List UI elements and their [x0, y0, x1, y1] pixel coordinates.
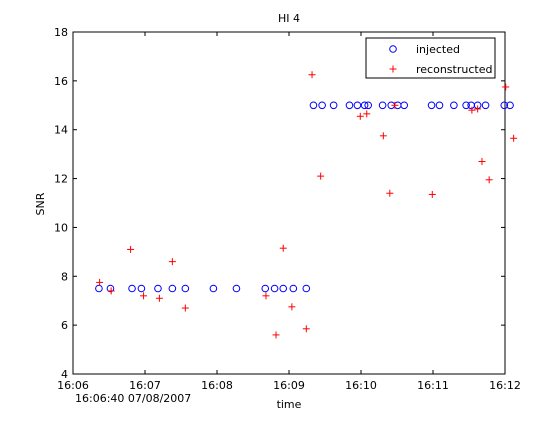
chart-title: HI 4 — [278, 12, 300, 25]
injected-point — [106, 284, 115, 293]
injected-point — [500, 101, 509, 110]
injected-point — [506, 101, 514, 110]
y-tick-label: 10 — [54, 221, 68, 234]
y-tick-label: 16 — [54, 75, 68, 88]
x-tick-label: 16:11 — [417, 379, 449, 392]
series-injected — [95, 101, 514, 293]
reconstructed-point — [510, 134, 518, 142]
injected-point — [364, 101, 373, 110]
x-tick-label: 16:09 — [273, 379, 305, 392]
y-tick-label: 6 — [61, 319, 68, 332]
injected-point — [289, 284, 298, 293]
reconstructed-point — [181, 304, 189, 312]
legend-label: injected — [416, 43, 460, 56]
injected-point — [427, 101, 436, 110]
injected-point — [181, 284, 190, 293]
reconstructed-point — [478, 157, 486, 165]
legend-marker-reconstructed — [389, 65, 397, 73]
legend-marker-injected — [389, 45, 397, 53]
axes-frame — [72, 31, 506, 375]
reconstructed-point — [127, 245, 135, 253]
injected-point — [481, 101, 490, 110]
injected-point — [137, 284, 146, 293]
reconstructed-point — [262, 292, 270, 300]
y-axis-label: SNR — [34, 192, 47, 215]
injected-point — [318, 101, 326, 110]
legend-item-injected: injected — [389, 43, 460, 56]
injected-point — [450, 101, 458, 110]
reconstructed-point — [428, 190, 436, 198]
plot-area — [95, 41, 518, 339]
x-tick-label: 16:08 — [201, 379, 233, 392]
reconstructed-point — [107, 287, 115, 295]
x-tick-label: 16:10 — [345, 379, 377, 392]
injected-point — [360, 101, 369, 110]
reconstructed-point — [391, 101, 399, 109]
y-tick-label: 4 — [61, 368, 68, 381]
reconstructed-point — [386, 189, 394, 197]
injected-point — [378, 101, 387, 110]
x-tick-label: 16:12 — [489, 379, 521, 392]
injected-point — [279, 284, 288, 293]
reconstructed-point — [140, 292, 148, 300]
injected-point — [309, 101, 318, 110]
injected-point — [154, 284, 162, 293]
date-annotation: 16:06:40 07/08/2007 — [75, 392, 191, 405]
reconstructed-point — [502, 83, 510, 91]
injected-point — [345, 101, 354, 110]
y-tick-label: 8 — [61, 270, 68, 283]
injected-point — [353, 101, 362, 110]
reconstructed-point — [272, 331, 280, 339]
y-tick-label: 12 — [54, 173, 68, 186]
injected-point — [270, 284, 279, 293]
y-axis: 4 6 8 10 12 14 16 18 — [54, 26, 505, 381]
injected-point — [435, 101, 444, 110]
x-axis: 16:06 16:07 16:08 16:09 16:10 16:11 16:12 — [57, 32, 521, 392]
reconstructed-point — [474, 105, 482, 113]
injected-point — [232, 284, 241, 293]
reconstructed-point — [288, 303, 296, 311]
injected-point — [302, 284, 311, 293]
reconstructed-point — [155, 294, 163, 302]
reconstructed-point — [363, 110, 371, 118]
legend-item-reconstructed: reconstructed — [389, 63, 492, 76]
reconstructed-point — [308, 71, 316, 79]
injected-point — [168, 284, 177, 293]
reconstructed-point — [279, 244, 287, 252]
reconstructed-point — [96, 278, 104, 286]
series-reconstructed — [96, 41, 518, 339]
injected-point — [209, 284, 218, 293]
x-tick-label: 16:07 — [129, 379, 161, 392]
legend-label: reconstructed — [416, 63, 492, 76]
reconstructed-point — [485, 176, 493, 184]
x-tick-label: 16:06 — [57, 379, 89, 392]
legend-box — [365, 37, 496, 79]
injected-point — [329, 101, 338, 110]
y-tick-label: 14 — [54, 124, 68, 137]
y-tick-label: 18 — [54, 26, 68, 39]
reconstructed-point — [356, 112, 364, 120]
injected-point — [261, 284, 270, 293]
reconstructed-point — [379, 132, 387, 140]
reconstructed-point — [168, 258, 176, 266]
plot-frame — [72, 31, 506, 375]
reconstructed-point — [468, 106, 476, 114]
legend: injected reconstructed — [365, 37, 496, 79]
injected-point — [462, 101, 470, 110]
reconstructed-point — [302, 325, 310, 333]
injected-point — [95, 284, 103, 293]
x-axis-label: time — [277, 398, 302, 411]
injected-point — [400, 101, 409, 110]
injected-point — [128, 284, 136, 293]
reconstructed-point — [317, 172, 325, 180]
